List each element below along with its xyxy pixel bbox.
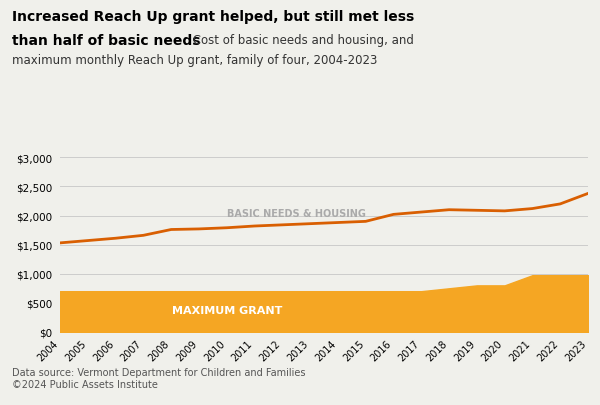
Text: Data source: Vermont Department for Children and Families
©2024 Public Assets In: Data source: Vermont Department for Chil… (12, 367, 305, 389)
Text: than half of basic needs: than half of basic needs (12, 34, 200, 48)
Text: Cost of basic needs and housing, and: Cost of basic needs and housing, and (189, 34, 414, 47)
Text: maximum monthly Reach Up grant, family of four, 2004-2023: maximum monthly Reach Up grant, family o… (12, 54, 377, 67)
Text: BASIC NEEDS & HOUSING: BASIC NEEDS & HOUSING (227, 209, 365, 219)
Text: Increased Reach Up grant helped, but still met less: Increased Reach Up grant helped, but sti… (12, 10, 414, 24)
Text: MAXIMUM GRANT: MAXIMUM GRANT (172, 305, 282, 315)
